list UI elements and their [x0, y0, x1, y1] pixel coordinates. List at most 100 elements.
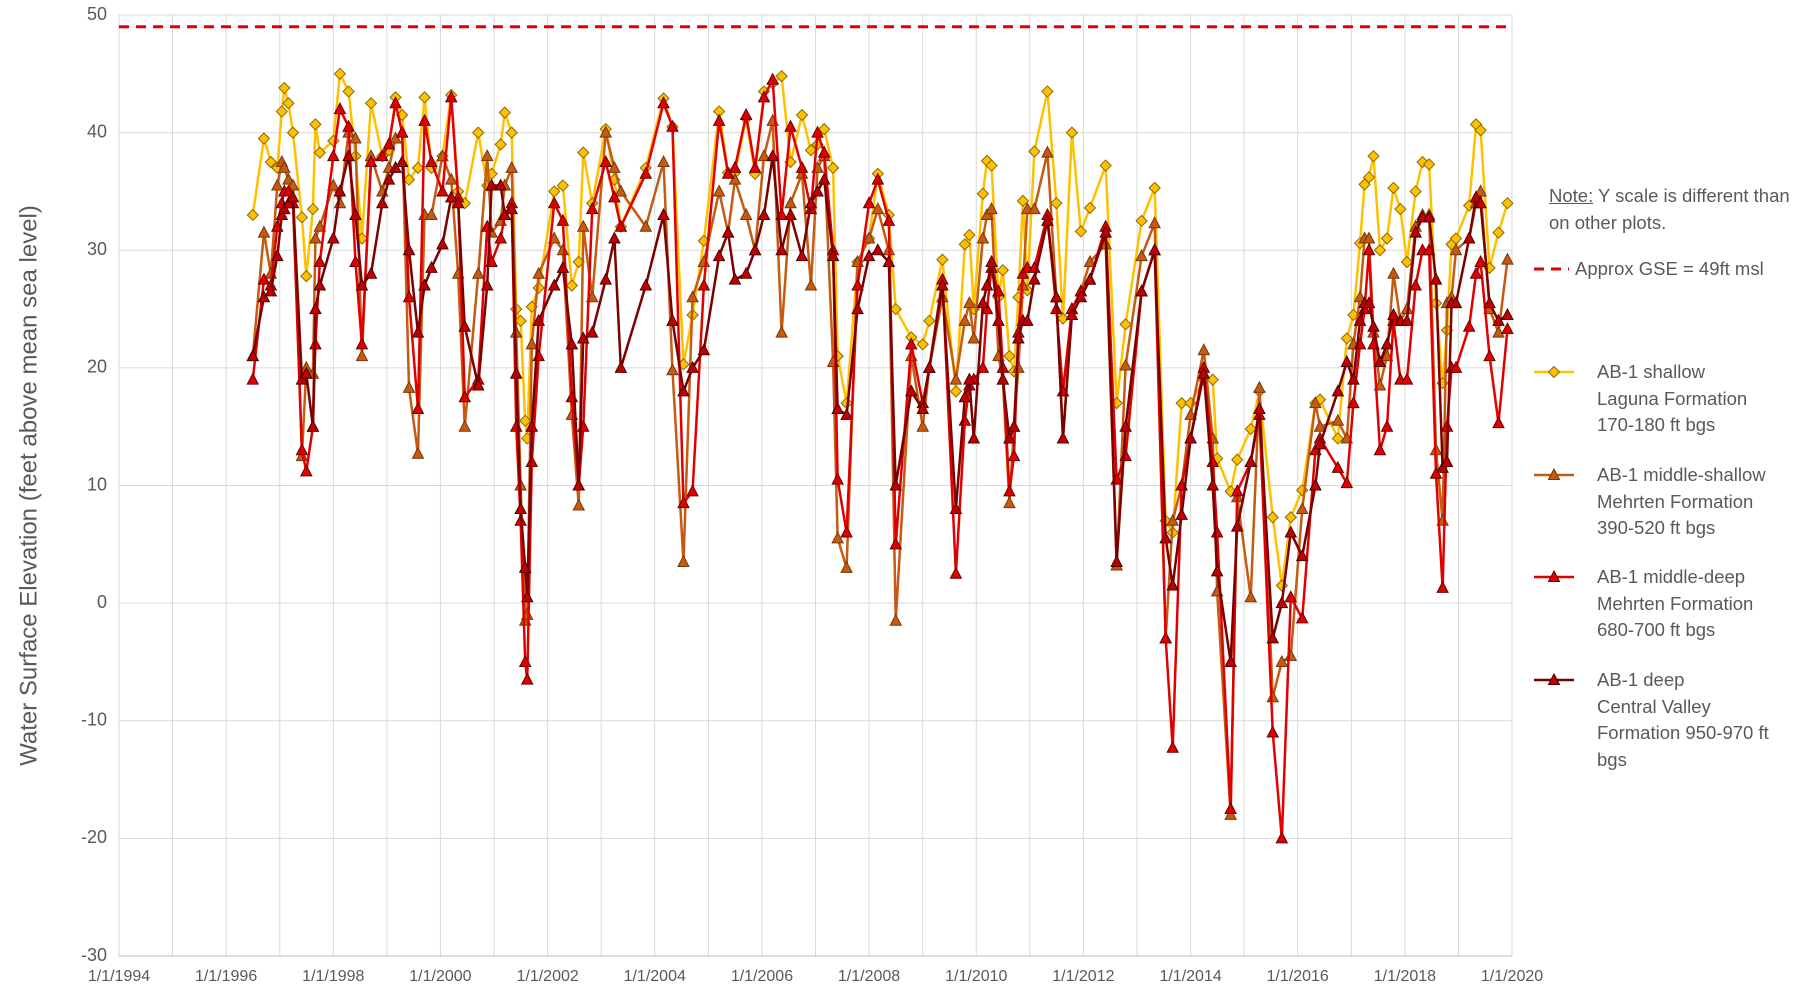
data-point [309, 118, 322, 131]
data-point [1210, 525, 1224, 538]
data-point [547, 196, 561, 209]
data-point [1210, 564, 1224, 577]
data-point [532, 313, 546, 326]
data-point [1373, 244, 1387, 257]
note-text: Y scale is different than on other plots… [1549, 185, 1790, 233]
data-point [355, 337, 369, 350]
data-point [712, 249, 726, 262]
data-point [1380, 337, 1394, 350]
data-point [532, 349, 546, 362]
data-point [1387, 307, 1400, 320]
data-point [257, 272, 271, 285]
data-point [677, 496, 690, 509]
data-point [326, 231, 340, 244]
data-point [1148, 216, 1161, 229]
data-point [1020, 313, 1034, 326]
data-point [1295, 548, 1309, 562]
data-point [889, 613, 903, 626]
data-point [1119, 419, 1132, 432]
x-tick-label: 1/1/1996 [195, 968, 257, 985]
data-point [257, 132, 271, 145]
data-point [657, 207, 670, 220]
data-point [1266, 511, 1279, 524]
data-point [1266, 725, 1280, 738]
data-point [1206, 373, 1219, 386]
data-point [1016, 266, 1030, 279]
y-tick-label: 30 [87, 239, 107, 259]
x-tick-label: 1/1/2008 [838, 968, 900, 985]
data-point [451, 196, 465, 209]
data-point [295, 372, 309, 385]
data-point [1362, 231, 1376, 244]
data-point [480, 149, 494, 162]
data-point [639, 278, 653, 291]
data-point [1295, 611, 1309, 624]
data-point [1166, 578, 1180, 591]
data-point [576, 219, 590, 232]
data-point [505, 202, 519, 215]
data-point [1003, 496, 1016, 509]
data-point [1331, 413, 1345, 426]
data-point [963, 372, 976, 385]
data-point [775, 325, 788, 338]
data-point [923, 314, 936, 328]
data-point [1394, 202, 1407, 216]
data-point [1083, 272, 1097, 285]
data-point [282, 196, 295, 209]
data-point [916, 419, 930, 432]
data-point [795, 160, 809, 173]
data-point [949, 566, 963, 579]
data-point [1483, 349, 1496, 362]
y-tick-label: -20 [81, 827, 107, 847]
data-point [936, 278, 949, 291]
data-point [471, 266, 485, 279]
data-point [1309, 396, 1322, 409]
data-point [766, 149, 779, 162]
data-point [985, 159, 998, 172]
data-point [1275, 596, 1289, 609]
data-point [976, 231, 990, 244]
data-point [817, 122, 831, 136]
x-tick-label: 1/1/2010 [945, 968, 1007, 985]
x-tick-label: 1/1/2016 [1267, 968, 1329, 985]
data-point [1474, 254, 1487, 268]
data-point [1206, 478, 1220, 491]
data-point [1284, 525, 1298, 538]
data-point [1347, 372, 1360, 385]
data-point [916, 338, 929, 351]
y-tick-label: 20 [87, 357, 107, 377]
data-point [686, 484, 699, 497]
data-point [1474, 196, 1487, 209]
data-point [270, 178, 284, 191]
data-point [1436, 580, 1449, 593]
data-point [1483, 296, 1496, 309]
data-point [916, 401, 930, 415]
legend-marker [1547, 569, 1561, 582]
data-point [1331, 432, 1345, 445]
data-point [246, 208, 259, 222]
legend-label: AB-1 shallow Laguna Formation 170-180 ft… [1597, 361, 1748, 435]
data-point [1224, 807, 1237, 820]
data-point [425, 260, 438, 273]
data-point [1083, 254, 1097, 268]
data-point [851, 301, 864, 315]
data-point [395, 125, 409, 138]
data-point [1135, 214, 1148, 228]
data-point [817, 145, 831, 158]
data-point [1007, 449, 1021, 462]
data-point [355, 349, 369, 362]
data-point [1175, 396, 1188, 410]
data-point [739, 207, 753, 220]
data-point [889, 302, 902, 316]
data-point [1340, 354, 1354, 367]
data-point [480, 278, 494, 291]
data-point [275, 207, 289, 220]
data-point [1409, 225, 1422, 238]
data-point [599, 272, 613, 285]
data-point [980, 278, 994, 291]
data-point [402, 380, 416, 393]
data-point [282, 184, 295, 197]
data-point [697, 278, 711, 291]
data-point [1492, 226, 1505, 239]
